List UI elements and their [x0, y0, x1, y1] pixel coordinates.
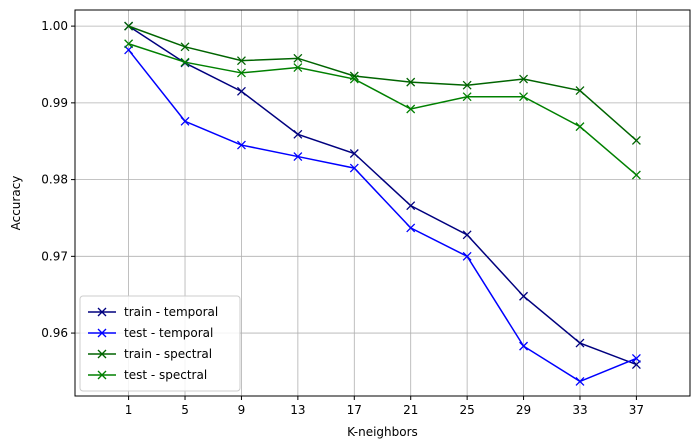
series-line — [128, 25, 637, 366]
data-point — [349, 163, 359, 173]
legend-item: train - temporal — [88, 305, 218, 319]
series-2 — [124, 21, 641, 145]
data-point — [180, 42, 190, 52]
data-point — [180, 57, 190, 67]
data-point — [236, 86, 246, 96]
data-point — [462, 92, 472, 102]
series-line — [128, 49, 637, 383]
y-tick-label: 0.98 — [41, 173, 68, 187]
legend-label: test - temporal — [124, 326, 213, 340]
data-point — [462, 251, 472, 261]
legend-box — [79, 295, 241, 392]
data-point — [349, 74, 359, 84]
x-axis-ticks: 1 5 9 13 17 21 25 29 33 37 — [125, 396, 644, 417]
data-point — [575, 122, 585, 132]
x-tick-label: 1 — [125, 403, 133, 417]
data-point — [575, 86, 585, 96]
legend-marker — [97, 307, 107, 317]
data-point — [519, 291, 529, 301]
x-tick-label: 33 — [572, 403, 587, 417]
x-tick-label: 25 — [459, 403, 474, 417]
data-point — [349, 149, 359, 158]
legend-label: test - spectral — [124, 368, 207, 382]
data-point — [631, 170, 641, 180]
series-3 — [124, 39, 641, 180]
data-point — [236, 68, 246, 78]
legend-marker — [97, 370, 107, 380]
data-point — [406, 104, 416, 114]
data-point — [124, 21, 134, 31]
data-point — [631, 135, 641, 145]
x-tick-label: 13 — [290, 403, 305, 417]
data-point — [180, 116, 190, 126]
plot-area-frame — [74, 9, 691, 397]
data-point — [575, 376, 585, 386]
y-axis-label: Accuracy — [9, 176, 23, 231]
y-tick-label: 0.96 — [41, 326, 68, 340]
data-point — [406, 201, 416, 211]
data-point — [406, 77, 416, 87]
legend-item: test - spectral — [88, 368, 207, 382]
data-point — [236, 56, 246, 66]
y-tick-label: 0.99 — [41, 96, 68, 110]
series-layer — [124, 21, 641, 386]
data-point — [293, 63, 303, 73]
data-point — [519, 74, 529, 84]
x-tick-label: 17 — [347, 403, 362, 417]
data-point — [236, 140, 246, 150]
data-point — [124, 39, 134, 49]
data-point — [462, 80, 472, 90]
data-point — [631, 353, 641, 363]
legend-marker — [97, 328, 107, 338]
x-tick-label: 9 — [238, 403, 246, 417]
data-point — [575, 338, 585, 348]
data-point — [293, 152, 303, 162]
x-tick-label: 21 — [403, 403, 418, 417]
data-point — [406, 223, 416, 233]
data-point — [519, 341, 529, 351]
data-point — [293, 129, 303, 139]
data-point — [293, 53, 303, 63]
y-axis-ticks: 0.96 0.97 0.98 0.99 1.00 — [41, 19, 75, 340]
data-point — [462, 230, 472, 240]
legend-marker — [97, 349, 107, 359]
y-tick-label: 0.97 — [41, 249, 68, 263]
x-tick-label: 5 — [181, 403, 189, 417]
x-tick-label: 37 — [629, 403, 644, 417]
legend-label: train - spectral — [124, 347, 212, 361]
y-tick-label: 1.00 — [41, 19, 68, 33]
x-axis-label: K-neighbors — [347, 425, 418, 439]
legend-label: train - temporal — [124, 305, 218, 319]
series-line — [128, 25, 637, 142]
legend: train - temporal test - temporal train - s… — [79, 295, 241, 392]
legend-item: test - temporal — [88, 326, 213, 340]
legend-item: train - spectral — [88, 347, 212, 361]
x-tick-label: 29 — [516, 403, 531, 417]
series-line — [128, 43, 637, 176]
data-point — [519, 92, 529, 102]
